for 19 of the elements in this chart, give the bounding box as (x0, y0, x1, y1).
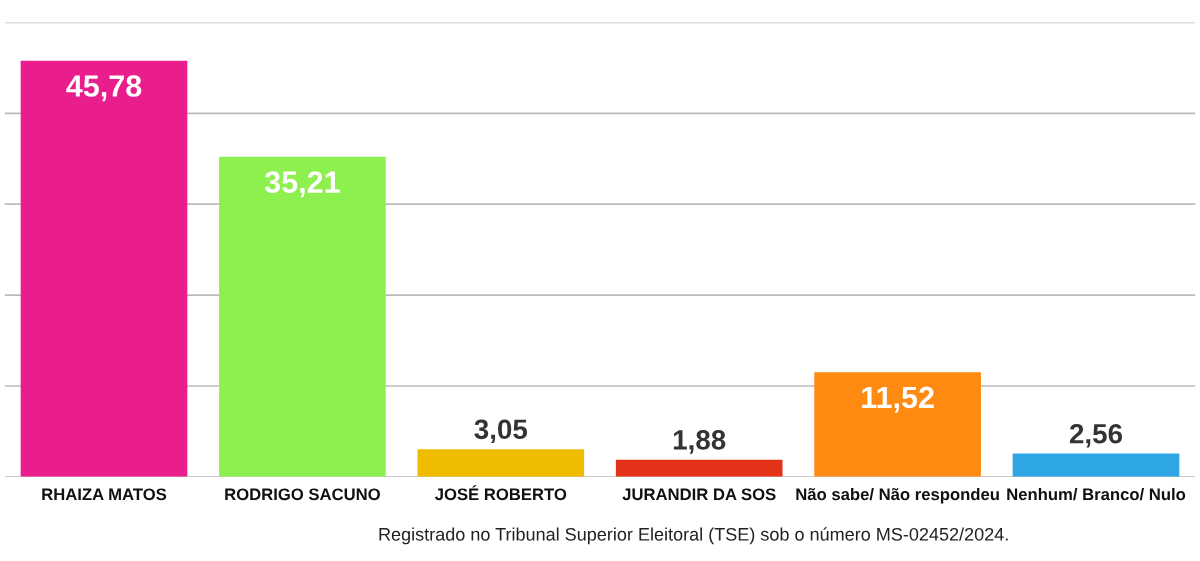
data-label: 3,05 (474, 419, 528, 444)
data-label: 11,52 (862, 386, 934, 413)
bar (20, 60, 188, 477)
bar (814, 372, 981, 477)
bar (219, 156, 386, 477)
x-tick-label: RODRIGO SACUNO (225, 488, 380, 501)
data-label: 35,21 (264, 171, 340, 198)
x-tick-label: Não sabe/ Não respondeu (796, 487, 999, 504)
x-tick-label: RHAIZA MATOS (42, 488, 167, 501)
data-label: 2,56 (1069, 423, 1123, 448)
x-tick-label: JURANDIR DA SOS (622, 488, 776, 501)
data-label: 45,78 (66, 75, 142, 102)
bar (1012, 453, 1180, 477)
data-label: 1,88 (673, 430, 726, 454)
x-tick-label: JOSÉ ROBERTO (434, 485, 567, 501)
x-tick-label: Nenhum/ Branco/ Nulo (1007, 487, 1186, 501)
bar (417, 449, 585, 477)
bar (615, 459, 783, 477)
text: Registrado no Tribunal Superior Eleitoral (TSE) sob o número MS-02452/2024. (379, 527, 1008, 545)
